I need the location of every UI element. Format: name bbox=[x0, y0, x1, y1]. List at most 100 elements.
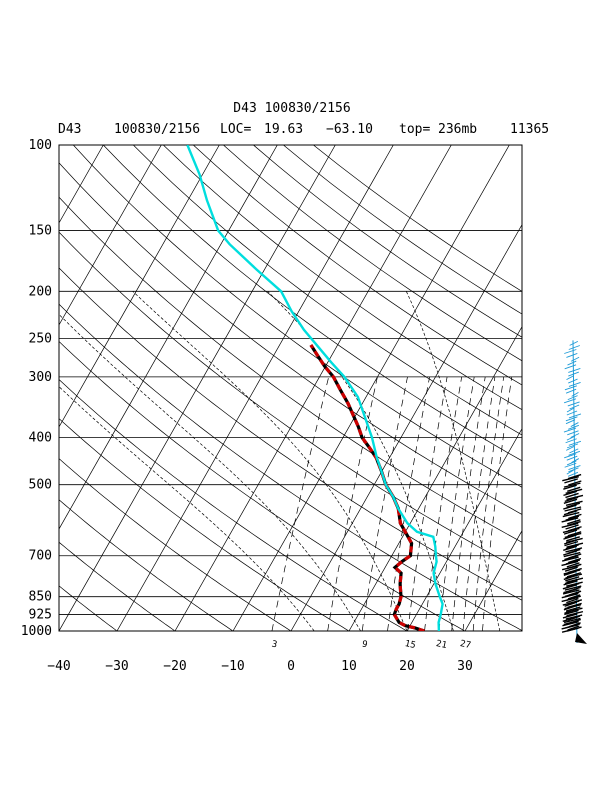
wind-barb bbox=[563, 504, 577, 510]
wind-barb bbox=[563, 550, 578, 556]
moist-adiabat-line bbox=[132, 291, 408, 631]
wind-barb bbox=[568, 345, 581, 350]
dry-adiabat-line bbox=[103, 145, 522, 462]
plot-frame bbox=[58, 144, 523, 632]
dry-adiabat-line bbox=[59, 231, 522, 572]
dry-adiabat-line bbox=[163, 145, 522, 411]
moist-adiabat-line bbox=[59, 313, 361, 631]
isotherm-line bbox=[59, 145, 336, 631]
wind-barb bbox=[563, 551, 581, 558]
wind-barb bbox=[566, 562, 580, 568]
wind-barb bbox=[565, 524, 579, 530]
wind-barb bbox=[561, 517, 579, 523]
mixing-ratio-line bbox=[387, 376, 430, 631]
wind-barb bbox=[562, 584, 578, 590]
wind-barb bbox=[567, 625, 580, 631]
pressure-tick-label: 1000 bbox=[21, 624, 52, 639]
wind-barb bbox=[570, 422, 579, 427]
mixing-ratio-label: 15 bbox=[404, 639, 417, 651]
wind-barb bbox=[567, 531, 582, 537]
isotherm-line bbox=[59, 145, 278, 530]
wind-barb bbox=[566, 502, 581, 508]
wind-barb bbox=[566, 469, 574, 475]
temperature-tick-label: 10 bbox=[341, 659, 357, 674]
wind-barb bbox=[563, 482, 581, 488]
wind-barb bbox=[566, 435, 576, 441]
moist-adiabat-line bbox=[59, 386, 315, 631]
wind-barb bbox=[561, 593, 579, 599]
isotherm-line bbox=[59, 145, 220, 428]
isotherm-line bbox=[232, 145, 510, 631]
wind-barb bbox=[568, 513, 582, 520]
wind-barb bbox=[564, 609, 579, 616]
pressure-tick-label: 300 bbox=[29, 370, 52, 385]
wind-barb bbox=[561, 627, 579, 633]
mixing-ratio-line bbox=[271, 376, 330, 631]
mixing-ratio-label: 27 bbox=[459, 639, 472, 651]
wind-barb bbox=[567, 401, 580, 407]
wind-barb bbox=[568, 557, 582, 564]
wind-barb bbox=[570, 356, 580, 362]
mixing-ratio-label: 21 bbox=[435, 639, 448, 651]
wind-barb bbox=[562, 527, 580, 534]
wind-barb bbox=[563, 545, 578, 552]
subtitle-lon: −63.10 bbox=[326, 122, 373, 137]
wind-barb bbox=[564, 496, 579, 503]
wind-barb bbox=[569, 404, 580, 410]
temperature-trace bbox=[309, 344, 425, 631]
temperature-trace-dashes bbox=[309, 344, 425, 631]
subtitle-top-value: 236mb bbox=[438, 122, 477, 137]
dry-adiabat-line bbox=[59, 418, 350, 631]
isotherm-line bbox=[174, 145, 452, 631]
wind-barb bbox=[565, 547, 583, 553]
chart-title: D43 100830/2156 bbox=[233, 101, 350, 116]
wind-barb bbox=[561, 596, 579, 603]
wind-barb bbox=[568, 413, 582, 419]
wind-barb bbox=[564, 585, 582, 591]
wind-barb bbox=[571, 392, 579, 397]
temperature-tick-label: −10 bbox=[221, 659, 244, 674]
dry-adiabat-line bbox=[59, 340, 466, 631]
mixing-ratio-line bbox=[472, 376, 505, 631]
temperature-tick-label: −40 bbox=[47, 659, 70, 674]
wind-barb bbox=[564, 506, 582, 512]
wind-barb bbox=[567, 519, 581, 525]
wind-barb bbox=[564, 349, 577, 354]
wind-barb bbox=[566, 460, 577, 466]
wind-barb bbox=[566, 572, 582, 578]
wind-barb bbox=[564, 453, 577, 459]
pressure-tick-label: 150 bbox=[29, 224, 52, 239]
wind-barb bbox=[563, 617, 581, 624]
subtitle-top-label: top= bbox=[399, 122, 430, 137]
wind-barb-column bbox=[561, 340, 587, 644]
wind-barb bbox=[567, 471, 579, 477]
wind-barb bbox=[563, 539, 578, 545]
mixing-ratio-line bbox=[407, 376, 448, 631]
wind-barb bbox=[561, 624, 579, 630]
wind-barb bbox=[568, 480, 582, 486]
subtitle-elevation: 11365 bbox=[510, 122, 549, 137]
wind-barb bbox=[565, 544, 579, 550]
wind-barb bbox=[563, 498, 578, 505]
dry-adiabat-line bbox=[59, 379, 408, 631]
temperature-tick-label: −20 bbox=[163, 659, 186, 674]
wind-barb bbox=[562, 616, 578, 622]
wind-barb bbox=[566, 597, 579, 604]
wind-barb bbox=[568, 378, 578, 384]
wind-barb bbox=[563, 605, 577, 611]
temperature-tick-label: 30 bbox=[457, 659, 473, 674]
wind-barb bbox=[566, 455, 578, 461]
wind-barb bbox=[562, 556, 579, 562]
pressure-tick-label: 925 bbox=[29, 608, 52, 623]
mixing-ratio-line bbox=[451, 376, 486, 631]
pressure-tick-label: 400 bbox=[29, 431, 52, 446]
mixing-ratio-label: 3 bbox=[271, 640, 278, 651]
dewpoint-trace bbox=[186, 145, 444, 631]
wind-barb bbox=[566, 445, 575, 451]
wind-barb bbox=[569, 448, 579, 454]
pressure-tick-label: 700 bbox=[29, 549, 52, 564]
wind-barb bbox=[565, 438, 577, 444]
mixing-ratio-label: 9 bbox=[361, 640, 368, 651]
wind-barb bbox=[563, 574, 577, 581]
wind-barb bbox=[563, 569, 581, 575]
